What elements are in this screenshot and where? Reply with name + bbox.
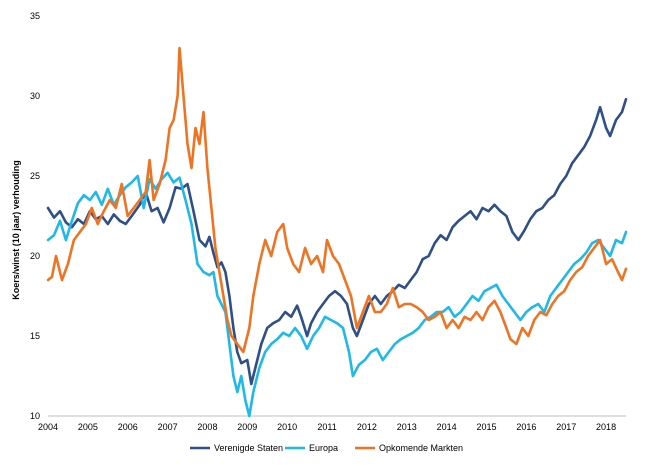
x-tick-label: 2009 bbox=[237, 422, 257, 432]
x-tick-label: 2011 bbox=[317, 422, 336, 432]
y-tick-label: 25 bbox=[30, 171, 40, 181]
legend-label: Opkomende Markten bbox=[379, 443, 463, 453]
x-tick-label: 2017 bbox=[556, 422, 576, 432]
x-tick-label: 2013 bbox=[397, 422, 417, 432]
x-tick-label: 2012 bbox=[357, 422, 377, 432]
x-axis-ticks: 2004 2005 2006 2007 2008 2009 2010 2011 2012 2013… bbox=[38, 422, 616, 432]
x-tick-label: 2010 bbox=[277, 422, 297, 432]
y-tick-label: 15 bbox=[30, 331, 40, 341]
x-tick-label: 2004 bbox=[38, 422, 58, 432]
x-tick-label: 2007 bbox=[158, 422, 178, 432]
legend: Verenigde Staten Europa Opkomende Markten bbox=[190, 443, 463, 453]
x-tick-label: 2018 bbox=[596, 422, 616, 432]
series-line-1 bbox=[46, 171, 628, 418]
y-tick-label: 35 bbox=[30, 11, 40, 21]
series-lines bbox=[46, 46, 628, 418]
y-axis-ticks: 10 15 20 25 30 35 bbox=[30, 11, 40, 421]
y-axis-label: Koers/winst (10 jaar) verhouding bbox=[11, 160, 21, 300]
legend-label: Verenigde Staten bbox=[214, 443, 283, 453]
x-tick-label: 2014 bbox=[437, 422, 457, 432]
series-line-0 bbox=[46, 97, 628, 386]
x-tick-label: 2016 bbox=[516, 422, 536, 432]
y-tick-label: 30 bbox=[30, 91, 40, 101]
x-tick-label: 2008 bbox=[197, 422, 217, 432]
x-tick-label: 2006 bbox=[118, 422, 138, 432]
x-tick-label: 2005 bbox=[78, 422, 98, 432]
legend-label: Europa bbox=[309, 443, 338, 453]
series-line-2 bbox=[46, 46, 628, 354]
y-tick-label: 10 bbox=[30, 411, 40, 421]
x-tick-label: 2015 bbox=[476, 422, 496, 432]
y-tick-label: 20 bbox=[30, 251, 40, 261]
